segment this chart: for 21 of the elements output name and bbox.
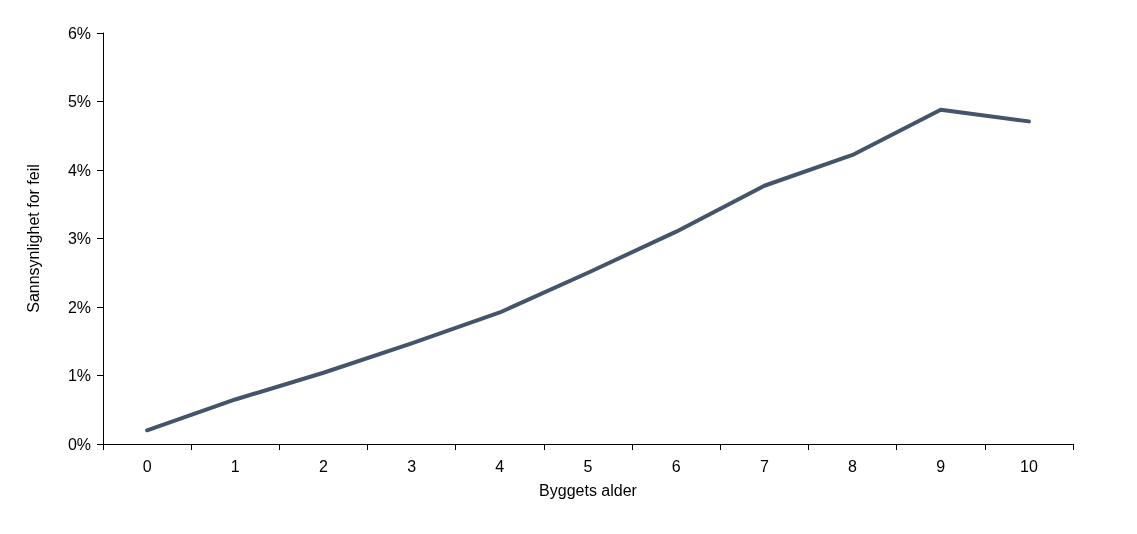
x-tick-label: 5: [583, 457, 593, 475]
x-tick-label: 2: [319, 457, 328, 475]
x-tick-label: 4: [495, 457, 505, 475]
x-tick-label: 1: [230, 457, 240, 475]
y-axis-title: Sannsynlighet for feil: [24, 164, 42, 313]
line-series: [145, 107, 1031, 433]
x-tick-label: 0: [142, 457, 152, 475]
x-axis-title: Byggets alder: [539, 481, 638, 499]
y-tick-label: 6%: [67, 24, 91, 42]
x-tick-label: 9: [936, 457, 946, 475]
y-tick-label: 4%: [67, 161, 91, 179]
x-tick-label: 10: [1020, 457, 1038, 475]
x-tick-label: 3: [407, 457, 417, 475]
y-tick-label: 0%: [67, 435, 91, 453]
y-tick-label: 5%: [67, 93, 91, 110]
x-tick-label: 6: [671, 457, 681, 475]
y-tick-label: 3%: [67, 230, 91, 247]
x-tick-label: 8: [848, 457, 858, 475]
x-tick-label: 7: [759, 457, 769, 475]
y-tick-label: 2%: [67, 298, 91, 316]
y-tick-label: 1%: [67, 367, 91, 384]
